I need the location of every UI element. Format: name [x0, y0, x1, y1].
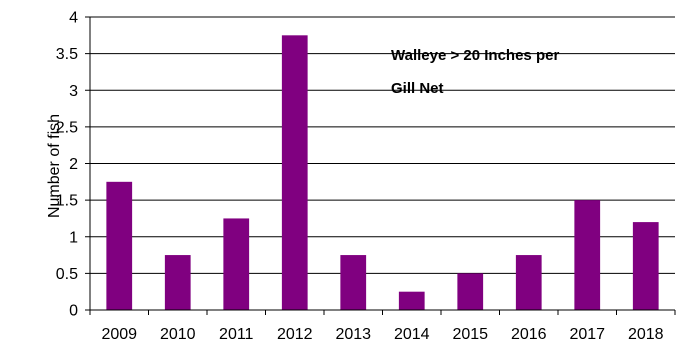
x-tick-label-2010: 2010: [160, 326, 196, 343]
bar-2017: [574, 200, 601, 310]
x-tick-label-2011: 2011: [219, 326, 254, 343]
y-tick-label: 1: [69, 229, 78, 246]
y-tick-label: 3: [69, 83, 78, 100]
y-axis-title: Number of fish: [46, 114, 63, 218]
bar-2012: [281, 35, 308, 310]
y-tick-label: 0: [69, 303, 78, 320]
y-tick-label: 1.5: [56, 193, 78, 210]
bar-2016: [515, 255, 542, 310]
y-tick-label: 4: [69, 10, 78, 27]
x-tick-label-2013: 2013: [335, 326, 371, 343]
x-tick-label-2017: 2017: [569, 326, 605, 343]
x-tick-labels: 2009 2010 2011 2012 2013 2014 2015 2016 2017 2018: [101, 326, 663, 343]
x-tick-label-2015: 2015: [452, 326, 488, 343]
bar-2013: [340, 255, 367, 310]
x-tick-label-2009: 2009: [101, 326, 137, 343]
y-tick-label: 3.5: [56, 46, 78, 63]
bar-2018: [632, 222, 659, 310]
y-tick-labels: 0 0.5 1 1.5 2 2.5 3 3.5 4: [56, 10, 78, 320]
x-tick-label-2018: 2018: [628, 326, 664, 343]
chart-title-line-2: Gill Net: [391, 80, 444, 97]
x-tick-label-2016: 2016: [511, 326, 547, 343]
x-tick-label-2014: 2014: [394, 326, 430, 343]
bar-2015: [457, 273, 484, 310]
chart-title-line-1: Walleye > 20 Inches per: [391, 47, 559, 64]
axes: [85, 16, 676, 315]
y-tick-label: 2: [69, 156, 78, 173]
bar-2010: [164, 255, 191, 310]
x-tick-label-2012: 2012: [277, 326, 313, 343]
y-tick-label: 0.5: [56, 266, 78, 283]
y-tick-label: 2.5: [56, 119, 78, 136]
bars: [106, 35, 659, 310]
bar-2009: [106, 181, 133, 310]
gridlines: [90, 16, 675, 274]
bar-2011: [223, 218, 250, 310]
bar-2014: [398, 291, 425, 310]
